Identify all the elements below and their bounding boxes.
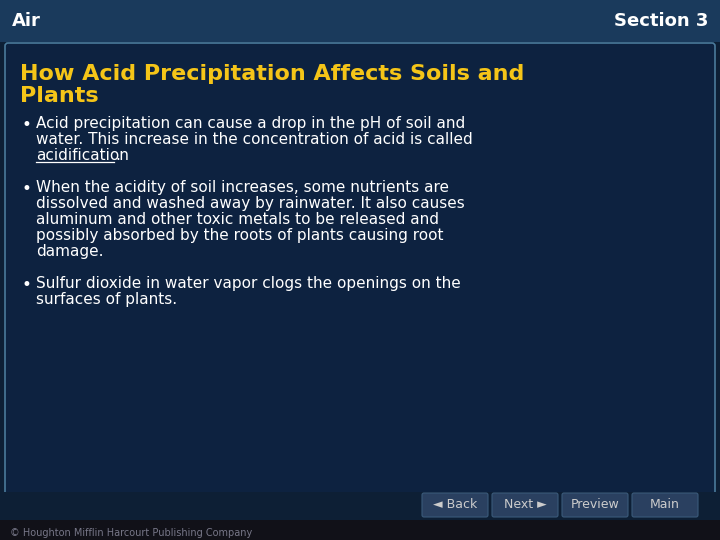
Text: aluminum and other toxic metals to be released and: aluminum and other toxic metals to be re… (36, 212, 439, 227)
Text: acidification: acidification (36, 148, 129, 163)
Text: •: • (22, 180, 32, 198)
Text: Next ►: Next ► (503, 498, 546, 511)
Text: Plants: Plants (20, 86, 99, 106)
Text: dissolved and washed away by rainwater. It also causes: dissolved and washed away by rainwater. … (36, 196, 464, 211)
FancyBboxPatch shape (422, 493, 488, 517)
Text: surfaces of plants.: surfaces of plants. (36, 292, 177, 307)
Text: damage.: damage. (36, 244, 104, 259)
Text: When the acidity of soil increases, some nutrients are: When the acidity of soil increases, some… (36, 180, 449, 195)
Text: Preview: Preview (571, 498, 619, 511)
Text: ◄ Back: ◄ Back (433, 498, 477, 511)
Text: water. This increase in the concentration of acid is called: water. This increase in the concentratio… (36, 132, 473, 147)
Text: possibly absorbed by the roots of plants causing root: possibly absorbed by the roots of plants… (36, 228, 444, 243)
Text: Air: Air (12, 12, 41, 30)
Text: Main: Main (650, 498, 680, 511)
Text: Sulfur dioxide in water vapor clogs the openings on the: Sulfur dioxide in water vapor clogs the … (36, 276, 461, 291)
FancyBboxPatch shape (0, 520, 720, 540)
Text: •: • (22, 276, 32, 294)
FancyBboxPatch shape (5, 43, 715, 495)
Text: Acid precipitation can cause a drop in the pH of soil and: Acid precipitation can cause a drop in t… (36, 116, 465, 131)
FancyBboxPatch shape (562, 493, 628, 517)
FancyBboxPatch shape (632, 493, 698, 517)
Text: © Houghton Mifflin Harcourt Publishing Company: © Houghton Mifflin Harcourt Publishing C… (10, 528, 252, 538)
FancyBboxPatch shape (492, 493, 558, 517)
Text: .: . (115, 148, 120, 163)
FancyBboxPatch shape (0, 492, 720, 522)
Text: •: • (22, 116, 32, 134)
Text: How Acid Precipitation Affects Soils and: How Acid Precipitation Affects Soils and (20, 64, 524, 84)
FancyBboxPatch shape (0, 0, 720, 42)
Text: Section 3: Section 3 (613, 12, 708, 30)
